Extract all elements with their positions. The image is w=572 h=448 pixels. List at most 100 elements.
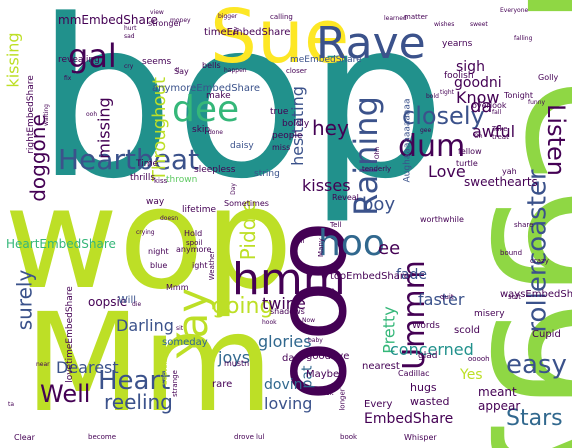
word-surely: surely [12,269,37,331]
word-heartembedshare: HeartEmbedShare [6,237,116,251]
word-overlook: overlook [472,101,507,110]
word-scold: scold [454,325,480,336]
word-darling: Darling [116,316,174,335]
word-embedshare: EmbedShare [364,411,454,427]
word-hugs: hugs [410,381,437,394]
word-sit: sit [176,325,184,332]
word-listen: Listen [541,104,570,176]
word-worthwhile: worthwhile [420,215,464,224]
word-falling: falling [514,35,533,42]
word-kiss: kiss [154,177,168,185]
word-dum: dum [398,129,466,164]
word-try: Try [232,26,240,36]
word-cadillac: Cadillac [398,369,430,378]
word-hi: hi [298,237,305,245]
word-drove: drove [234,433,254,441]
word-spoil: spoil [186,239,203,247]
word-crying: crying [136,229,155,236]
word-will: Will [118,295,137,306]
word-hook: hook [262,319,277,326]
word-dovin: dovin [264,377,303,393]
word-bold: bold [426,93,439,100]
word-bells: bells [202,61,221,70]
word-kisses: kisses [302,176,351,195]
word-mustn: mustn [224,359,250,368]
word-stars: Stars [506,406,563,431]
word-tonight: Tonight [504,91,533,100]
word-funny: funny [528,99,546,106]
word-concerned: concerned [390,340,474,359]
word-going: going [212,294,274,319]
word-yes: Yes [460,367,483,383]
word-way: way [146,197,165,207]
word-book: book [340,433,358,441]
word-boy: boy [362,194,396,215]
word-bop: bop [36,0,447,227]
word-ee: ee [378,238,401,259]
word-golly: Golly [538,73,559,82]
word-tooembedshare: tooEmbedShare [330,271,410,282]
word-da: da [470,96,493,117]
word-tenderly: tenderly [362,165,392,173]
word-words: Words [412,321,440,331]
word-oh: Oh [474,133,483,140]
word-tight: tight [440,89,454,96]
word-waiting: waiting [42,104,50,126]
word-maybe: Maybe [306,369,340,380]
word-turtle: turtle [456,159,478,168]
word-crazy: crazy [530,257,549,265]
word-calling: calling [270,13,293,21]
word-tell: Tell [330,221,342,229]
word-near: near [36,361,50,368]
word-anymoreembedshare: anymoreEmbedShare [152,83,261,94]
word-true: true [270,107,289,117]
word-rave: Rave [316,18,426,69]
word-anymore: anymore [176,245,212,254]
word-come: come [318,287,335,294]
word-sue: Sue [210,0,350,80]
word-wop: wop [4,158,294,321]
word-thrills: thrills [130,173,156,183]
word-rare: rare [212,379,233,390]
word-hoo: hoo [318,223,385,264]
word-everyone: Everyone [500,7,529,14]
word-dearest: Dearest [56,358,119,377]
word-wishes: wishes [434,21,455,28]
word-sweethearts: sweethearts [464,175,538,189]
word-people: people [272,131,303,141]
word-love: Love [428,162,466,181]
word-doesn: doesn [160,215,179,222]
word-strange: strange [170,370,179,397]
word-mm: Mm [24,285,274,443]
word-fix: fix [64,75,72,82]
word-oopsie: oopsie [88,295,128,309]
word-cry: cry [124,63,134,70]
word-boldly: boldly [282,119,310,129]
word-reeling: reeling [104,390,173,414]
word-say: Say [174,67,189,76]
word-closely: closely [402,102,485,130]
word-ooooh: ooooh [468,355,490,363]
word-time: Time [136,159,159,169]
word-awful: awful [472,122,516,141]
word-yah: yah [502,167,517,176]
word-treat: treat [492,133,509,141]
word-lul: lul [256,433,265,441]
word-fade: fade [396,267,428,283]
word-foolish: foolish [444,71,474,81]
word-sleepless: sleepless [194,165,236,175]
word-rollercoaster: rollercoaster [522,169,553,333]
word-happen: happen [224,67,247,74]
word-now: Now [302,317,316,324]
word-misery: misery [474,309,505,319]
word-become: become [88,433,117,441]
word-know: Know [456,88,500,107]
word-timeembedshare: timeEmbedShare [204,27,291,38]
word-soft: soft [508,293,522,301]
word-meant: meant [478,385,517,399]
word-rightembedshare: rightEmbedShare [25,75,36,154]
word-make: make [206,91,231,101]
word-gal: gal [68,37,117,75]
word-shadows: shadows [270,307,305,316]
word-faster: faster [418,290,465,309]
